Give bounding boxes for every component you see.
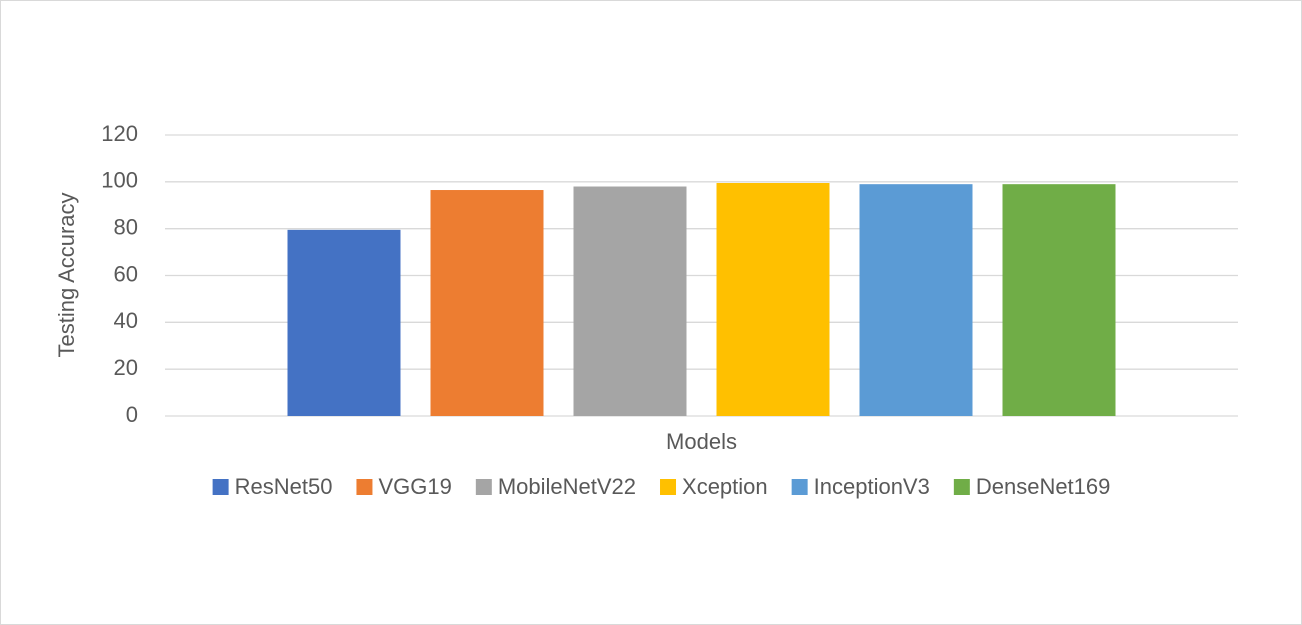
legend-swatch <box>475 479 492 495</box>
y-tick-label: 20 <box>114 355 138 380</box>
legend-label: DenseNet169 <box>976 474 1111 499</box>
legend-swatch <box>212 479 229 495</box>
legend-label: Xception <box>682 474 768 499</box>
legend-label: VGG19 <box>378 474 451 499</box>
legend-item: InceptionV3 <box>791 474 930 499</box>
y-tick-label: 80 <box>114 214 138 239</box>
bar <box>573 186 687 416</box>
y-axis-label: Testing Accuracy <box>54 192 79 357</box>
bar <box>859 184 973 416</box>
legend-label: ResNet50 <box>235 474 333 499</box>
legend-item: VGG19 <box>356 474 452 499</box>
legend-item: DenseNet169 <box>953 474 1111 499</box>
legend-item: Xception <box>660 474 768 499</box>
legend-item: ResNet50 <box>212 474 333 499</box>
bar <box>716 183 830 416</box>
x-tick-label: Models <box>666 429 737 454</box>
legend-item: MobileNetV22 <box>475 474 636 499</box>
y-tick-label: 40 <box>114 308 138 333</box>
y-tick-label: 100 <box>101 168 138 193</box>
legend-swatch <box>356 479 373 495</box>
bar <box>1002 184 1116 416</box>
y-tick-label: 0 <box>126 402 138 427</box>
y-tick-label: 120 <box>101 121 138 146</box>
legend-label: InceptionV3 <box>814 474 930 499</box>
bar <box>287 229 401 416</box>
y-tick-label: 60 <box>114 261 138 286</box>
bar <box>430 190 544 416</box>
legend-swatch <box>791 479 808 495</box>
legend-swatch <box>660 479 677 495</box>
legend-swatch <box>953 479 970 495</box>
legend-label: MobileNetV22 <box>498 474 636 499</box>
